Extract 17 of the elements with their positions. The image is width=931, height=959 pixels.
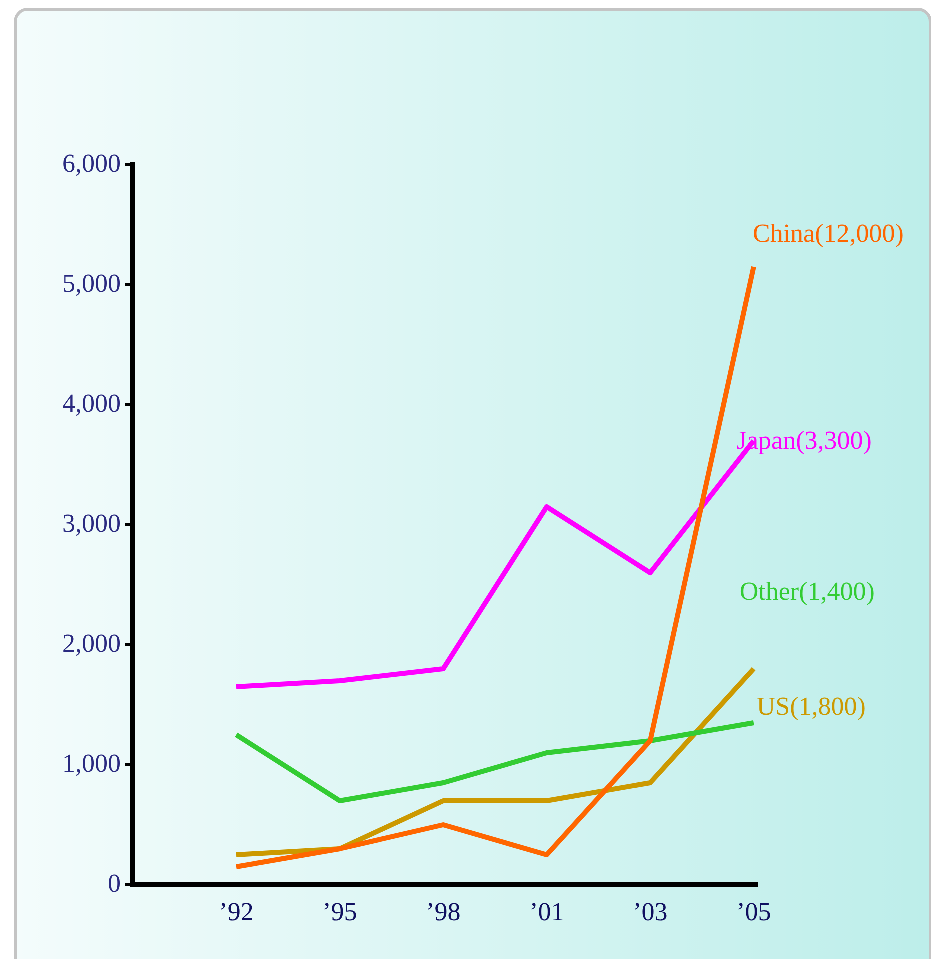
x-tick-label: ’95 xyxy=(322,897,358,926)
series-label: China(12,000) xyxy=(752,218,904,248)
y-tick-label: 2,000 xyxy=(62,628,121,658)
y-tick-label: 0 xyxy=(108,868,121,898)
y-tick-label: 3,000 xyxy=(62,508,121,538)
x-tick-label: ’01 xyxy=(530,897,564,926)
series-label: US(1,800) xyxy=(756,692,866,721)
x-tick-label: ’05 xyxy=(736,897,772,926)
y-tick-label: 1,000 xyxy=(62,748,121,778)
series-label: Japan(3,300) xyxy=(736,426,872,455)
text: Other(1,400) xyxy=(740,576,875,606)
y-tick-label: 5,000 xyxy=(62,268,121,298)
x-tick-label: ’03 xyxy=(633,897,668,926)
x-tick-label: ’92 xyxy=(219,897,254,926)
y-tick-label: 6,000 xyxy=(62,148,121,178)
y-tick-label: 4,000 xyxy=(62,388,121,418)
x-tick-label: ’98 xyxy=(426,897,461,926)
